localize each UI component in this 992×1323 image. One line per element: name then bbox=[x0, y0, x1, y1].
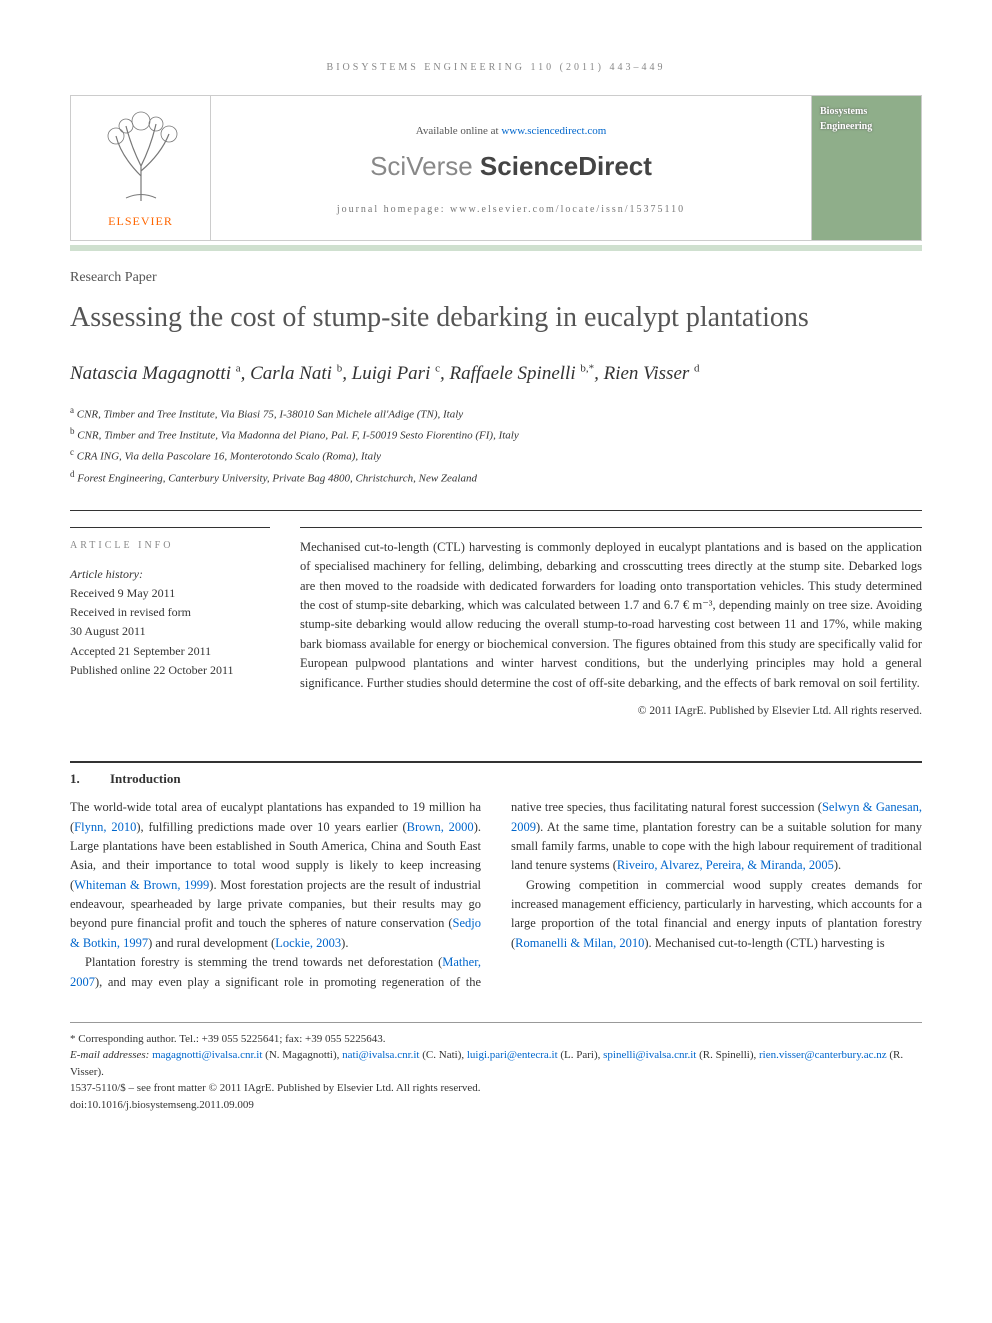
accent-bar bbox=[70, 245, 922, 251]
footnotes: * Corresponding author. Tel.: +39 055 52… bbox=[70, 1022, 922, 1114]
email-who: (R. Spinelli), bbox=[696, 1049, 759, 1061]
p1-text-b: ), fulfilling predictions made over 10 y… bbox=[136, 820, 406, 834]
corresponding-author-line: * Corresponding author. Tel.: +39 055 52… bbox=[70, 1031, 922, 1048]
p1-text-f: ). bbox=[341, 936, 348, 950]
doi-label: doi: bbox=[70, 1099, 87, 1111]
email-link[interactable]: rien.visser@canterbury.ac.nz bbox=[759, 1049, 887, 1061]
section-1-num: 1. bbox=[70, 769, 110, 789]
journal-cover-title: Biosystems Engineering bbox=[820, 104, 913, 134]
cite-whiteman-brown-1999[interactable]: Whiteman & Brown, 1999 bbox=[74, 878, 209, 892]
p2-text-a: Plantation forestry is stemming the tren… bbox=[85, 955, 442, 969]
email-who: (N. Magagnotti), bbox=[262, 1049, 342, 1061]
intro-para-1: The world-wide total area of eucalypt pl… bbox=[70, 798, 481, 953]
published-date: Published online 22 October 2011 bbox=[70, 663, 234, 677]
publisher-name: ELSEVIER bbox=[108, 212, 173, 230]
abstract-text: Mechanised cut-to-length (CTL) harvestin… bbox=[300, 540, 922, 690]
email-link[interactable]: spinelli@ivalsa.cnr.it bbox=[603, 1049, 696, 1061]
running-head: BIOSYSTEMS ENGINEERING 110 (2011) 443–44… bbox=[70, 60, 922, 75]
sciencedirect-link[interactable]: www.sciencedirect.com bbox=[501, 125, 606, 137]
email-who: (L. Pari), bbox=[558, 1049, 604, 1061]
cite-flynn-2010[interactable]: Flynn, 2010 bbox=[74, 820, 136, 834]
article-info-head: ARTICLE INFO bbox=[70, 538, 270, 553]
brand-sciverse: SciVerse bbox=[370, 151, 480, 181]
affiliation-line: c CRA ING, Via della Pascolare 16, Monte… bbox=[70, 445, 922, 466]
article-history-label: Article history: bbox=[70, 567, 143, 581]
affiliations: a CNR, Timber and Tree Institute, Via Bi… bbox=[70, 403, 922, 488]
cite-romanelli-milan-2010[interactable]: Romanelli & Milan, 2010 bbox=[515, 936, 644, 950]
journal-cover-thumb: Biosystems Engineering bbox=[811, 96, 921, 240]
header-center: Available online at www.sciencedirect.co… bbox=[211, 96, 811, 240]
available-online-line: Available online at www.sciencedirect.co… bbox=[221, 123, 801, 140]
revised-line1: Received in revised form bbox=[70, 605, 191, 619]
article-type: Research Paper bbox=[70, 267, 922, 288]
article-info: ARTICLE INFO Article history: Received 9… bbox=[70, 527, 270, 721]
brand-sciencedirect: ScienceDirect bbox=[480, 151, 652, 181]
email-link[interactable]: luigi.pari@entecra.it bbox=[467, 1049, 558, 1061]
affiliation-line: b CNR, Timber and Tree Institute, Via Ma… bbox=[70, 424, 922, 445]
journal-header: ELSEVIER Available online at www.science… bbox=[70, 95, 922, 241]
p3-text-b: ). Mechanised cut-to-length (CTL) harves… bbox=[644, 936, 884, 950]
available-prefix: Available online at bbox=[416, 125, 502, 137]
journal-homepage-line: journal homepage: www.elsevier.com/locat… bbox=[221, 202, 801, 217]
abstract-copyright: © 2011 IAgrE. Published by Elsevier Ltd.… bbox=[300, 703, 922, 721]
cite-lockie-2003[interactable]: Lockie, 2003 bbox=[275, 936, 341, 950]
section-1-head: 1.Introduction bbox=[70, 761, 922, 789]
corr-label: * Corresponding author. bbox=[70, 1033, 177, 1045]
info-abstract-row: ARTICLE INFO Article history: Received 9… bbox=[70, 510, 922, 721]
authors-line: Natascia Magagnotti a, Carla Nati b, Lui… bbox=[70, 360, 922, 389]
article-info-body: Article history: Received 9 May 2011 Rec… bbox=[70, 565, 270, 680]
email-who: (C. Nati), bbox=[420, 1049, 467, 1061]
sciencedirect-brand: SciVerse ScienceDirect bbox=[221, 147, 801, 186]
body-two-column: The world-wide total area of eucalypt pl… bbox=[70, 798, 922, 992]
email-label: E-mail addresses: bbox=[70, 1049, 152, 1061]
publisher-logo-cell: ELSEVIER bbox=[71, 96, 211, 240]
accepted-date: Accepted 21 September 2011 bbox=[70, 644, 211, 658]
received-date: Received 9 May 2011 bbox=[70, 586, 175, 600]
article-title: Assessing the cost of stump-site debarki… bbox=[70, 300, 922, 336]
revised-line2: 30 August 2011 bbox=[70, 624, 146, 638]
affiliation-line: a CNR, Timber and Tree Institute, Via Bi… bbox=[70, 403, 922, 424]
elsevier-tree-icon bbox=[91, 106, 191, 206]
p1-text-e: ) and rural development ( bbox=[148, 936, 275, 950]
doi-value[interactable]: 10.1016/j.biosystemseng.2011.09.009 bbox=[87, 1099, 254, 1111]
issn-line: 1537-5110/$ – see front matter © 2011 IA… bbox=[70, 1080, 922, 1097]
email-link[interactable]: magagnotti@ivalsa.cnr.it bbox=[152, 1049, 262, 1061]
email-addresses-line: E-mail addresses: magagnotti@ivalsa.cnr.… bbox=[70, 1047, 922, 1080]
cite-brown-2000[interactable]: Brown, 2000 bbox=[407, 820, 474, 834]
doi-line: doi:10.1016/j.biosystemseng.2011.09.009 bbox=[70, 1097, 922, 1114]
section-1-title: Introduction bbox=[110, 771, 181, 786]
intro-para-3: Growing competition in commercial wood s… bbox=[511, 876, 922, 954]
cite-riveiro-2005[interactable]: Riveiro, Alvarez, Pereira, & Miranda, 20… bbox=[617, 858, 834, 872]
affiliation-line: d Forest Engineering, Canterbury Univers… bbox=[70, 467, 922, 488]
email-link[interactable]: nati@ivalsa.cnr.it bbox=[342, 1049, 419, 1061]
corr-tel: Tel.: +39 055 5225641; fax: +39 055 5225… bbox=[177, 1033, 386, 1045]
abstract: Mechanised cut-to-length (CTL) harvestin… bbox=[300, 527, 922, 721]
p2-text-d: ). bbox=[834, 858, 841, 872]
